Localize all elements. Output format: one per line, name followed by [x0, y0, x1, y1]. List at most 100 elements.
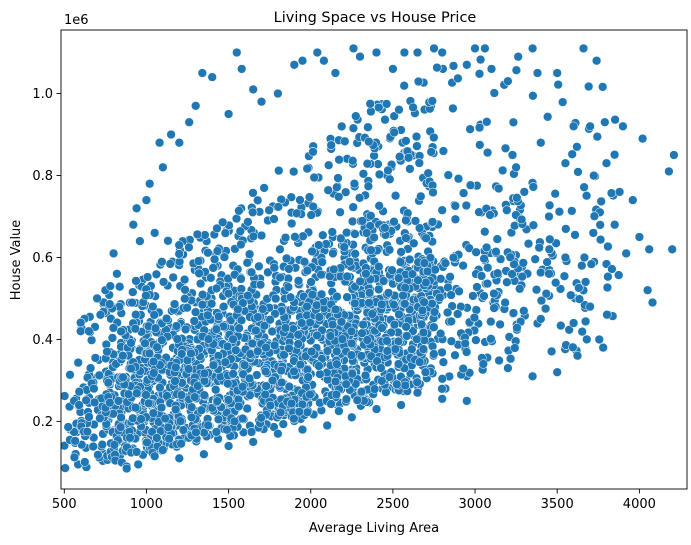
scatter-point [534, 242, 544, 253]
scatter-point [555, 284, 566, 294]
scatter-point [238, 413, 248, 424]
scatter-point [489, 88, 499, 98]
scatter-point [598, 82, 608, 92]
scatter-point [157, 257, 167, 267]
scatter-point [63, 422, 73, 432]
scatter-point [374, 201, 384, 211]
scatter-point [274, 165, 284, 176]
scatter-point [411, 131, 422, 142]
scatter-point [423, 168, 433, 178]
scatter-point [165, 259, 175, 269]
scatter-point [603, 272, 613, 282]
scatter-point [580, 316, 591, 327]
scatter-point [482, 147, 493, 158]
scatter-point [299, 257, 310, 267]
scatter-point [595, 234, 606, 245]
scatter-point [468, 291, 478, 301]
scatter-point [333, 173, 343, 183]
scatter-point [273, 202, 283, 212]
scatter-point [454, 286, 464, 296]
scatter-point [402, 331, 412, 341]
scatter-point [351, 111, 361, 121]
scatter-point [544, 200, 555, 210]
scatter-point [595, 220, 605, 230]
scatter-point [528, 220, 539, 230]
scatter-point [253, 195, 263, 205]
scatter-point [450, 214, 461, 224]
scatter-point [475, 140, 485, 150]
scatter-point [443, 170, 453, 180]
scatter-point [511, 65, 522, 75]
scatter-point [244, 249, 255, 259]
scatter-point [385, 174, 395, 184]
scatter-point [381, 99, 392, 109]
scatter-point [364, 288, 375, 298]
scatter-point [213, 414, 224, 424]
scatter-point [363, 181, 374, 191]
scatter-point [519, 306, 529, 316]
scatter-point [324, 160, 334, 170]
scatter-point [437, 347, 447, 358]
scatter-point [542, 257, 552, 267]
scatter-point [579, 252, 590, 263]
scatter-point [610, 115, 620, 125]
scatter-point [450, 350, 460, 360]
scatter-point [334, 192, 344, 202]
scatter-point [396, 247, 406, 257]
scatter-point [448, 61, 459, 71]
scatter-point [413, 76, 424, 87]
scatter-point [546, 346, 557, 357]
scatter-point [347, 216, 358, 227]
scatter-point [332, 182, 342, 192]
scatter-point [254, 261, 264, 271]
y-axis-offset-label: 1e6 [64, 13, 89, 28]
scatter-point [293, 276, 304, 286]
scatter-point [500, 143, 511, 153]
chart-title: Living Space vs House Price [274, 10, 477, 26]
scatter-point [586, 259, 597, 269]
scatter-point [269, 214, 279, 224]
scatter-point [453, 174, 464, 184]
scatter-point [504, 332, 514, 342]
scatter-point [517, 271, 527, 282]
scatter-point [341, 187, 351, 197]
scatter-point [179, 274, 190, 285]
scatter-point [498, 165, 508, 176]
scatter-point [131, 276, 141, 286]
scatter-point [572, 351, 583, 361]
scatter-point [446, 316, 456, 327]
scatter-point [564, 325, 574, 335]
scatter-point [65, 370, 75, 380]
scatter-point [482, 117, 492, 127]
scatter-point [180, 285, 190, 295]
scatter-point [94, 370, 104, 380]
scatter-point [465, 124, 475, 134]
scatter-point [219, 301, 229, 312]
scatter-point [579, 182, 589, 192]
scatter-point [389, 111, 399, 121]
scatter-point [492, 234, 502, 244]
scatter-point [592, 131, 602, 142]
scatter-point [458, 188, 469, 198]
scatter-point [507, 150, 518, 160]
scatter-point [335, 207, 345, 217]
scatter-point [556, 320, 566, 331]
scatter-point [559, 271, 570, 281]
scatter-point [151, 269, 162, 279]
scatter-point [476, 271, 487, 281]
scatter-point [348, 156, 358, 166]
scatter-point [577, 326, 587, 337]
scatter-point [286, 192, 296, 202]
scatter-point [435, 328, 446, 339]
scatter-point [390, 191, 401, 201]
scatter-point [483, 263, 493, 273]
scatter-point [86, 335, 97, 345]
scatter-point [458, 260, 468, 271]
scatter-point [354, 193, 365, 203]
scatter-point [558, 97, 568, 107]
scatter-point [107, 333, 118, 343]
scatter-point [561, 224, 571, 234]
scatter-point [348, 123, 359, 133]
scatter-point [494, 355, 504, 366]
